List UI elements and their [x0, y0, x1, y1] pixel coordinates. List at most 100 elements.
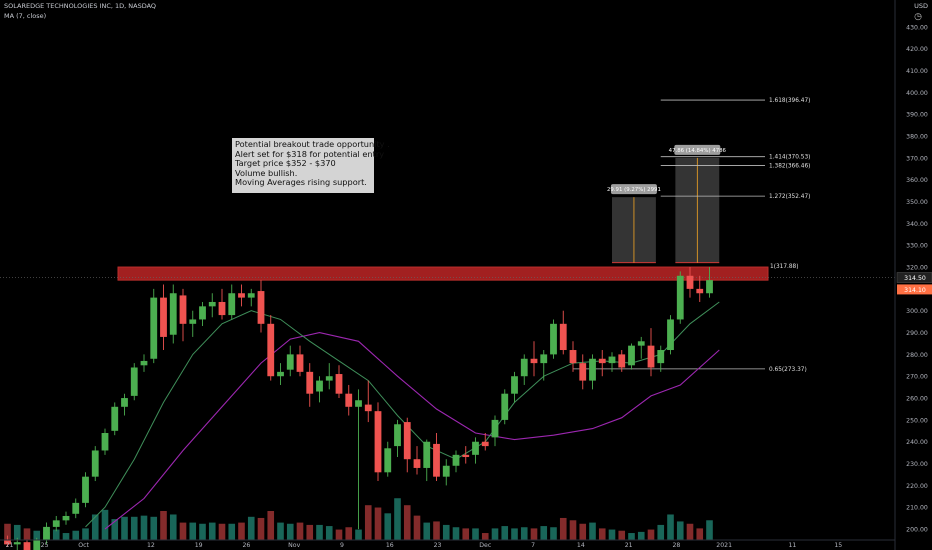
- x-tick-label: 19: [195, 542, 203, 549]
- resistance-zone: [117, 266, 769, 281]
- candle-body: [179, 295, 187, 324]
- candle-body: [550, 323, 557, 355]
- price-tag-current: 314.50: [904, 275, 926, 282]
- volume-bar: [413, 515, 421, 540]
- volume-bar: [394, 498, 401, 540]
- zone-label: 1(317.88): [770, 264, 799, 270]
- candle-body: [121, 398, 128, 407]
- candle-body: [589, 358, 596, 381]
- volume-bar: [559, 517, 567, 540]
- candle-body: [501, 393, 509, 420]
- annotation-note[interactable]: Potential breakout trade opportunity . A…: [232, 138, 390, 193]
- candle-body: [686, 275, 694, 289]
- price-tag-marker: 314.10: [904, 287, 926, 294]
- fib-level-label: 1.618(396.47): [769, 98, 810, 104]
- y-tick-label: 430.00: [906, 24, 928, 31]
- volume-bar: [540, 526, 548, 540]
- y-tick-label: 250.00: [906, 417, 928, 424]
- candle-body: [13, 542, 21, 545]
- volume-bar: [101, 509, 109, 540]
- volume-bar: [442, 524, 450, 540]
- y-tick-label: 360.00: [906, 177, 928, 184]
- candle-body: [101, 433, 109, 451]
- candle-body: [374, 411, 382, 473]
- volume-bar: [306, 524, 314, 540]
- candle-body: [111, 406, 119, 431]
- clock-icon[interactable]: ◷: [914, 12, 922, 22]
- volume-bar: [462, 528, 470, 540]
- volume-bar: [491, 528, 499, 540]
- volume-bar: [374, 507, 382, 540]
- y-tick-label: 240.00: [906, 439, 928, 446]
- x-tick-label: 7: [531, 542, 535, 549]
- volume-bar: [52, 529, 60, 540]
- candle-body: [462, 454, 470, 458]
- y-tick-label: 220.00: [906, 483, 928, 490]
- volume-bar: [628, 533, 635, 540]
- ma-slow-line: [104, 332, 720, 530]
- candle-body: [491, 419, 499, 438]
- currency-label: USD: [914, 2, 928, 10]
- candle-body: [199, 306, 206, 320]
- y-tick-label: 230.00: [906, 461, 928, 468]
- y-tick-label: 380.00: [906, 134, 928, 141]
- x-tick-label: 12: [147, 542, 155, 549]
- candle-body: [150, 297, 158, 359]
- volume-bar: [696, 528, 704, 540]
- candle-body: [423, 441, 431, 468]
- candle-body: [228, 293, 236, 316]
- candle-body: [130, 367, 138, 396]
- volume-bar: [82, 528, 89, 540]
- candle-body: [4, 540, 11, 545]
- candle-body: [62, 515, 70, 521]
- volume-bar: [62, 533, 70, 540]
- y-tick-label: 280.00: [906, 352, 928, 359]
- candle-body: [511, 376, 518, 394]
- candle-body: [413, 459, 421, 468]
- candle-body: [569, 350, 577, 364]
- candle-body: [540, 354, 548, 364]
- x-tick-label: 11: [788, 542, 796, 549]
- volume-bar: [637, 531, 645, 540]
- candle-body: [238, 293, 245, 298]
- candle-body: [257, 291, 265, 324]
- candle-body: [82, 476, 89, 503]
- candle-body: [325, 376, 333, 381]
- volume-bar: [647, 529, 655, 540]
- volume-bar: [316, 524, 323, 540]
- y-tick-label: 420.00: [906, 46, 928, 53]
- volume-bar: [169, 514, 177, 540]
- candle-body: [696, 288, 704, 294]
- note-line: Target price $352 - $370: [235, 158, 336, 169]
- volume-bar: [618, 530, 626, 540]
- volume-bar: [13, 524, 21, 540]
- candle-body: [442, 465, 450, 477]
- volume-bar: [403, 505, 411, 540]
- x-tick-label: 26: [242, 542, 250, 549]
- candle-body: [43, 526, 50, 540]
- candle-body: [384, 448, 392, 473]
- x-tick-label: 15: [834, 542, 842, 549]
- candle-body: [559, 323, 567, 351]
- volume-bar: [140, 515, 148, 540]
- x-tick-label: 28: [672, 542, 680, 549]
- candle-body: [247, 293, 255, 298]
- volume-bar: [452, 527, 460, 540]
- note-line: Potential breakout trade opportunity .: [235, 139, 390, 149]
- x-tick-label: 14: [577, 542, 585, 549]
- volume-bar: [511, 528, 518, 540]
- candle-body: [530, 358, 538, 364]
- price-tag-current-bg: [896, 272, 932, 283]
- volume-bar: [657, 524, 665, 540]
- y-tick-label: 260.00: [906, 396, 928, 403]
- x-tick-label: 25: [41, 542, 49, 549]
- y-tick-label: 330.00: [906, 243, 928, 250]
- candle-body: [218, 301, 226, 316]
- candle-body: [618, 354, 626, 368]
- volume-bar: [238, 522, 245, 540]
- price-tag-marker-bg: [897, 284, 932, 295]
- volume-bar: [530, 528, 538, 540]
- volume-bar: [433, 521, 440, 540]
- projection-label: 47.86 (14.84%) 4786: [669, 148, 727, 154]
